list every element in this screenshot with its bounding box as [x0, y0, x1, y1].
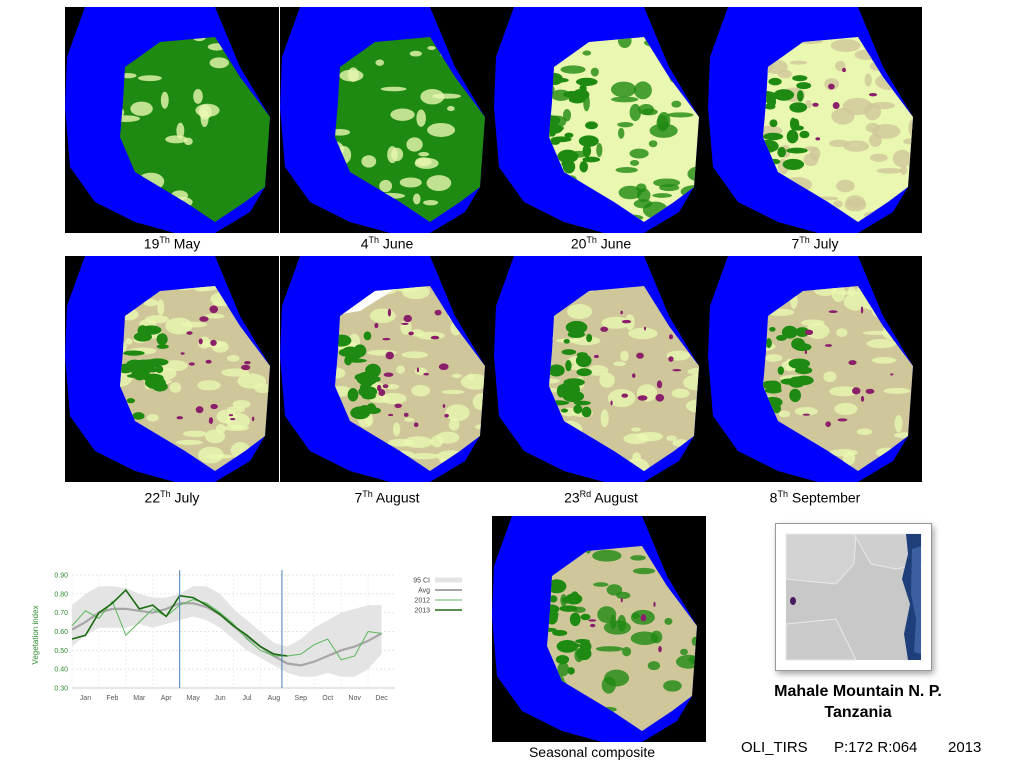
y-tick-label: 0.80 — [54, 591, 68, 598]
line-2012 — [71, 598, 382, 661]
y-tick-label: 0.30 — [54, 686, 68, 693]
path-row-label: P:172 R:064 — [834, 739, 918, 756]
satellite-image-1 — [65, 7, 279, 233]
x-tick-label: Jan — [80, 695, 91, 702]
year-label: 2013 — [948, 739, 982, 756]
sensor-label: OLI_TIRS — [741, 739, 808, 756]
y-tick-label: 0.90 — [54, 573, 68, 580]
land-area — [335, 286, 485, 471]
legend-label: 2013 — [414, 608, 430, 615]
site-marker-icon — [790, 597, 796, 605]
legend-label: 2012 — [414, 598, 430, 605]
chart-legend: 95 CI Avg 2012 2013 — [413, 577, 462, 615]
x-tick-label: Oct — [322, 695, 333, 702]
vegetation-index-chart: 0.90 0.80 0.70 0.60 0.50 0.40 0.30 Jan Feb Mar Ap… — [31, 570, 462, 702]
x-tick-label: Dec — [375, 695, 388, 702]
image-date-caption: 22Th July — [144, 489, 200, 506]
seasonal-composite-caption: Seasonal composite — [528, 744, 656, 760]
satellite-image-8 — [708, 256, 922, 482]
x-tick-label: Apr — [161, 695, 173, 702]
location-map — [775, 523, 932, 671]
chart-markers — [179, 570, 283, 688]
image-date-caption: 8Th September — [769, 489, 861, 506]
satellite-image-4 — [708, 7, 922, 233]
y-axis-label: Vegetation index — [31, 605, 40, 664]
y-tick-label: 0.60 — [54, 629, 68, 636]
land-area — [549, 286, 699, 471]
y-tick-label: 0.50 — [54, 648, 68, 655]
x-tick-label: Mar — [133, 695, 146, 702]
legend-label: 95 CI — [413, 578, 430, 585]
x-tick-label: Feb — [106, 695, 118, 702]
x-tick-label: May — [187, 695, 201, 702]
image-date-caption: 4Th June — [360, 235, 414, 252]
satellite-image-3 — [494, 7, 708, 233]
image-date-caption: 7Th August — [354, 489, 420, 506]
satellite-image-5 — [65, 256, 279, 482]
y-tick-label: 0.70 — [54, 610, 68, 617]
ci-band — [72, 586, 382, 677]
y-tick-labels: 0.90 0.80 0.70 0.60 0.50 0.40 0.30 — [54, 573, 68, 693]
land-area — [335, 37, 485, 222]
x-tick-label: Jun — [214, 695, 225, 702]
x-tick-label: Sep — [295, 695, 308, 702]
legend-label: Avg — [418, 588, 430, 595]
image-date-caption: 23Rd August — [564, 489, 638, 506]
land-area — [547, 546, 697, 731]
x-tick-label: Aug — [268, 695, 281, 702]
x-tick-label: Jul — [242, 695, 251, 702]
site-title: Mahale Mountain N. P. Tanzania — [774, 683, 942, 721]
satellite-image-7 — [494, 256, 708, 482]
x-tick-labels: Jan Feb Mar Apr May Jun Jul Aug Sep Oct Nov Dec — [80, 695, 388, 702]
x-tick-label: Nov — [348, 695, 361, 702]
y-tick-label: 0.40 — [54, 667, 68, 674]
seasonal-composite-image — [492, 516, 706, 742]
image-date-caption: 20Th June — [570, 235, 632, 252]
satellite-image-2 — [280, 7, 494, 233]
image-date-caption: 7Th July — [791, 235, 839, 252]
image-date-caption: 19Th May — [143, 235, 201, 252]
satellite-image-6 — [280, 256, 494, 482]
